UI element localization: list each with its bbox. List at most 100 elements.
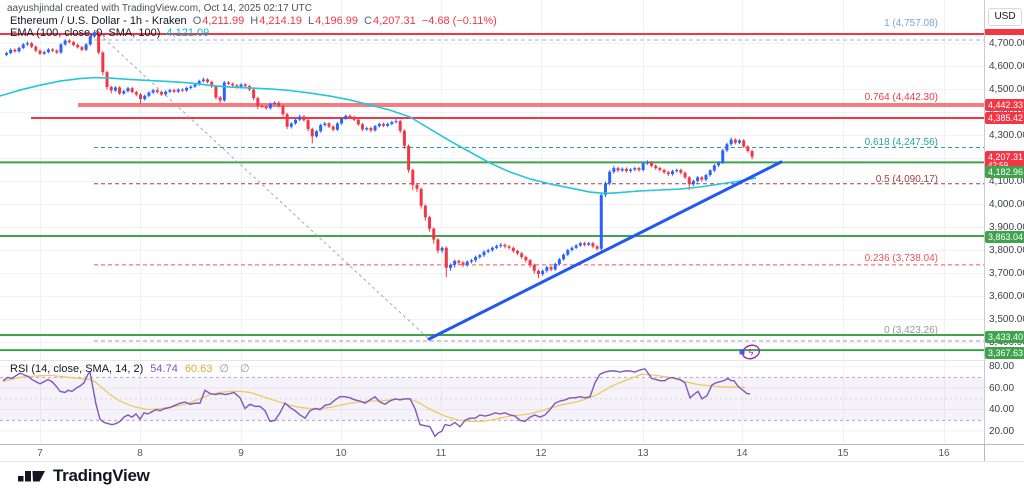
price-badge: 3,433.40 — [985, 331, 1024, 343]
candle-down — [109, 87, 113, 91]
candle-down — [423, 205, 427, 218]
currency-button[interactable]: USD — [988, 8, 1022, 26]
ema-legend[interactable]: EMA (100, close, 0, SMA, 100) 4,121.09 — [10, 27, 209, 39]
time-tick-label: 16 — [938, 448, 950, 459]
candle-down — [243, 84, 247, 87]
candle-up — [222, 82, 226, 101]
candle-up — [574, 245, 578, 248]
candle-down — [361, 124, 365, 130]
candle-down — [172, 90, 176, 92]
candle-up — [25, 43, 29, 45]
candle-up — [122, 91, 126, 94]
candle-up — [335, 123, 339, 130]
candle-down — [650, 162, 654, 166]
time-axis[interactable]: 7 8 9 10 11 12 13 14 15 16 — [0, 444, 1024, 462]
candle-down — [30, 43, 34, 47]
rsi-tick-label: 60.00 — [989, 382, 1015, 394]
rsi-legend[interactable]: RSI (14, close, SMA, 14, 2) 54.74 60.63 ∅ ∅ — [10, 362, 254, 375]
candle-up — [201, 79, 205, 82]
candle-up — [63, 40, 67, 45]
candle-up — [164, 91, 168, 95]
candle-down — [256, 98, 260, 106]
candle-down — [381, 123, 385, 126]
time-tick-label: 10 — [335, 448, 347, 459]
rsi-tick-label: 80.00 — [989, 361, 1015, 373]
candle-down — [616, 168, 620, 171]
candle-up — [17, 47, 21, 52]
candles-series[interactable] — [5, 30, 754, 279]
candle-down — [206, 79, 210, 82]
candle-up — [612, 168, 616, 172]
candle-down — [38, 50, 42, 54]
rsi-tick-label: 40.00 — [989, 404, 1015, 416]
candle-up — [377, 123, 381, 127]
symbol-legend[interactable]: Ethereum / U.S. Dollar - 1h - Kraken O4,2… — [10, 15, 497, 27]
ohlc-value: 4,196.99 — [315, 15, 358, 27]
ema-label: EMA (100, close, 0, SMA, 100) — [10, 27, 161, 39]
candle-up — [5, 52, 8, 55]
candle-up — [92, 32, 96, 37]
time-tick-label: 7 — [37, 448, 43, 459]
candle-down — [687, 177, 691, 185]
rsi-line — [2, 368, 751, 438]
candle-up — [373, 126, 377, 131]
candle-up — [386, 123, 390, 126]
candle-up — [557, 259, 561, 264]
rsi-tick-label: 20.00 — [989, 425, 1015, 437]
candle-down — [159, 92, 163, 95]
candle-up — [314, 131, 318, 137]
candle-up — [566, 250, 570, 255]
grid-layer — [0, 0, 984, 444]
candle-down — [444, 247, 448, 268]
candle-up — [453, 260, 457, 265]
candle-down — [637, 168, 641, 170]
candle-up — [499, 244, 503, 246]
candle-down — [507, 246, 511, 248]
price-tick-label: 4,000.00 — [989, 199, 1024, 210]
candle-down — [666, 172, 670, 175]
candle-down — [532, 264, 536, 271]
lightning-icon: ϟ — [749, 348, 754, 358]
candle-up — [738, 140, 742, 143]
candle-down — [402, 130, 406, 146]
candle-down — [356, 119, 360, 125]
candle-up — [113, 87, 117, 91]
footer-branding[interactable]: TradingView — [18, 466, 150, 486]
ema-line — [0, 76, 757, 195]
candle-down — [264, 106, 268, 109]
candle-up — [21, 44, 25, 48]
candle-down — [118, 87, 122, 94]
candle-down — [528, 260, 532, 265]
support-trendline — [427, 160, 783, 341]
candle-down — [520, 253, 524, 258]
fib-label: 0.764 (4,442.30) — [864, 92, 938, 103]
candle-down — [352, 116, 356, 120]
ohlc-values: O4,211.99 H4,214.19 L4,196.99 C4,207.31 — [187, 15, 416, 27]
price-tick-label: 4,500.00 — [989, 83, 1024, 95]
price-badge: 4,442.33 — [985, 99, 1024, 111]
candle-up — [603, 183, 607, 195]
candle-down — [411, 169, 415, 185]
fib-label: 0.236 (3,738.04) — [864, 253, 938, 264]
candle-up — [189, 86, 193, 88]
candle-up — [344, 115, 348, 119]
candle-up — [46, 49, 50, 53]
price-scale[interactable]: USD 4,700.004,600.004,500.004,400.004,30… — [984, 0, 1024, 444]
rsi-value: 54.74 — [150, 363, 178, 375]
candle-down — [457, 260, 461, 263]
candle-up — [42, 52, 46, 54]
price-badge: 3,863.04 — [985, 231, 1024, 243]
candle-down — [536, 270, 540, 275]
candle-down — [139, 94, 143, 100]
price-tick-label: 4,300.00 — [989, 129, 1024, 141]
candle-down — [700, 177, 704, 180]
fib-label: 0 (3,423.26) — [884, 325, 938, 336]
candle-up — [645, 162, 649, 164]
price-badge: 4,385.42 — [985, 112, 1024, 124]
candle-down — [285, 114, 289, 127]
time-tick-label: 13 — [637, 448, 649, 459]
candle-up — [319, 125, 323, 132]
candle-up — [469, 260, 473, 262]
